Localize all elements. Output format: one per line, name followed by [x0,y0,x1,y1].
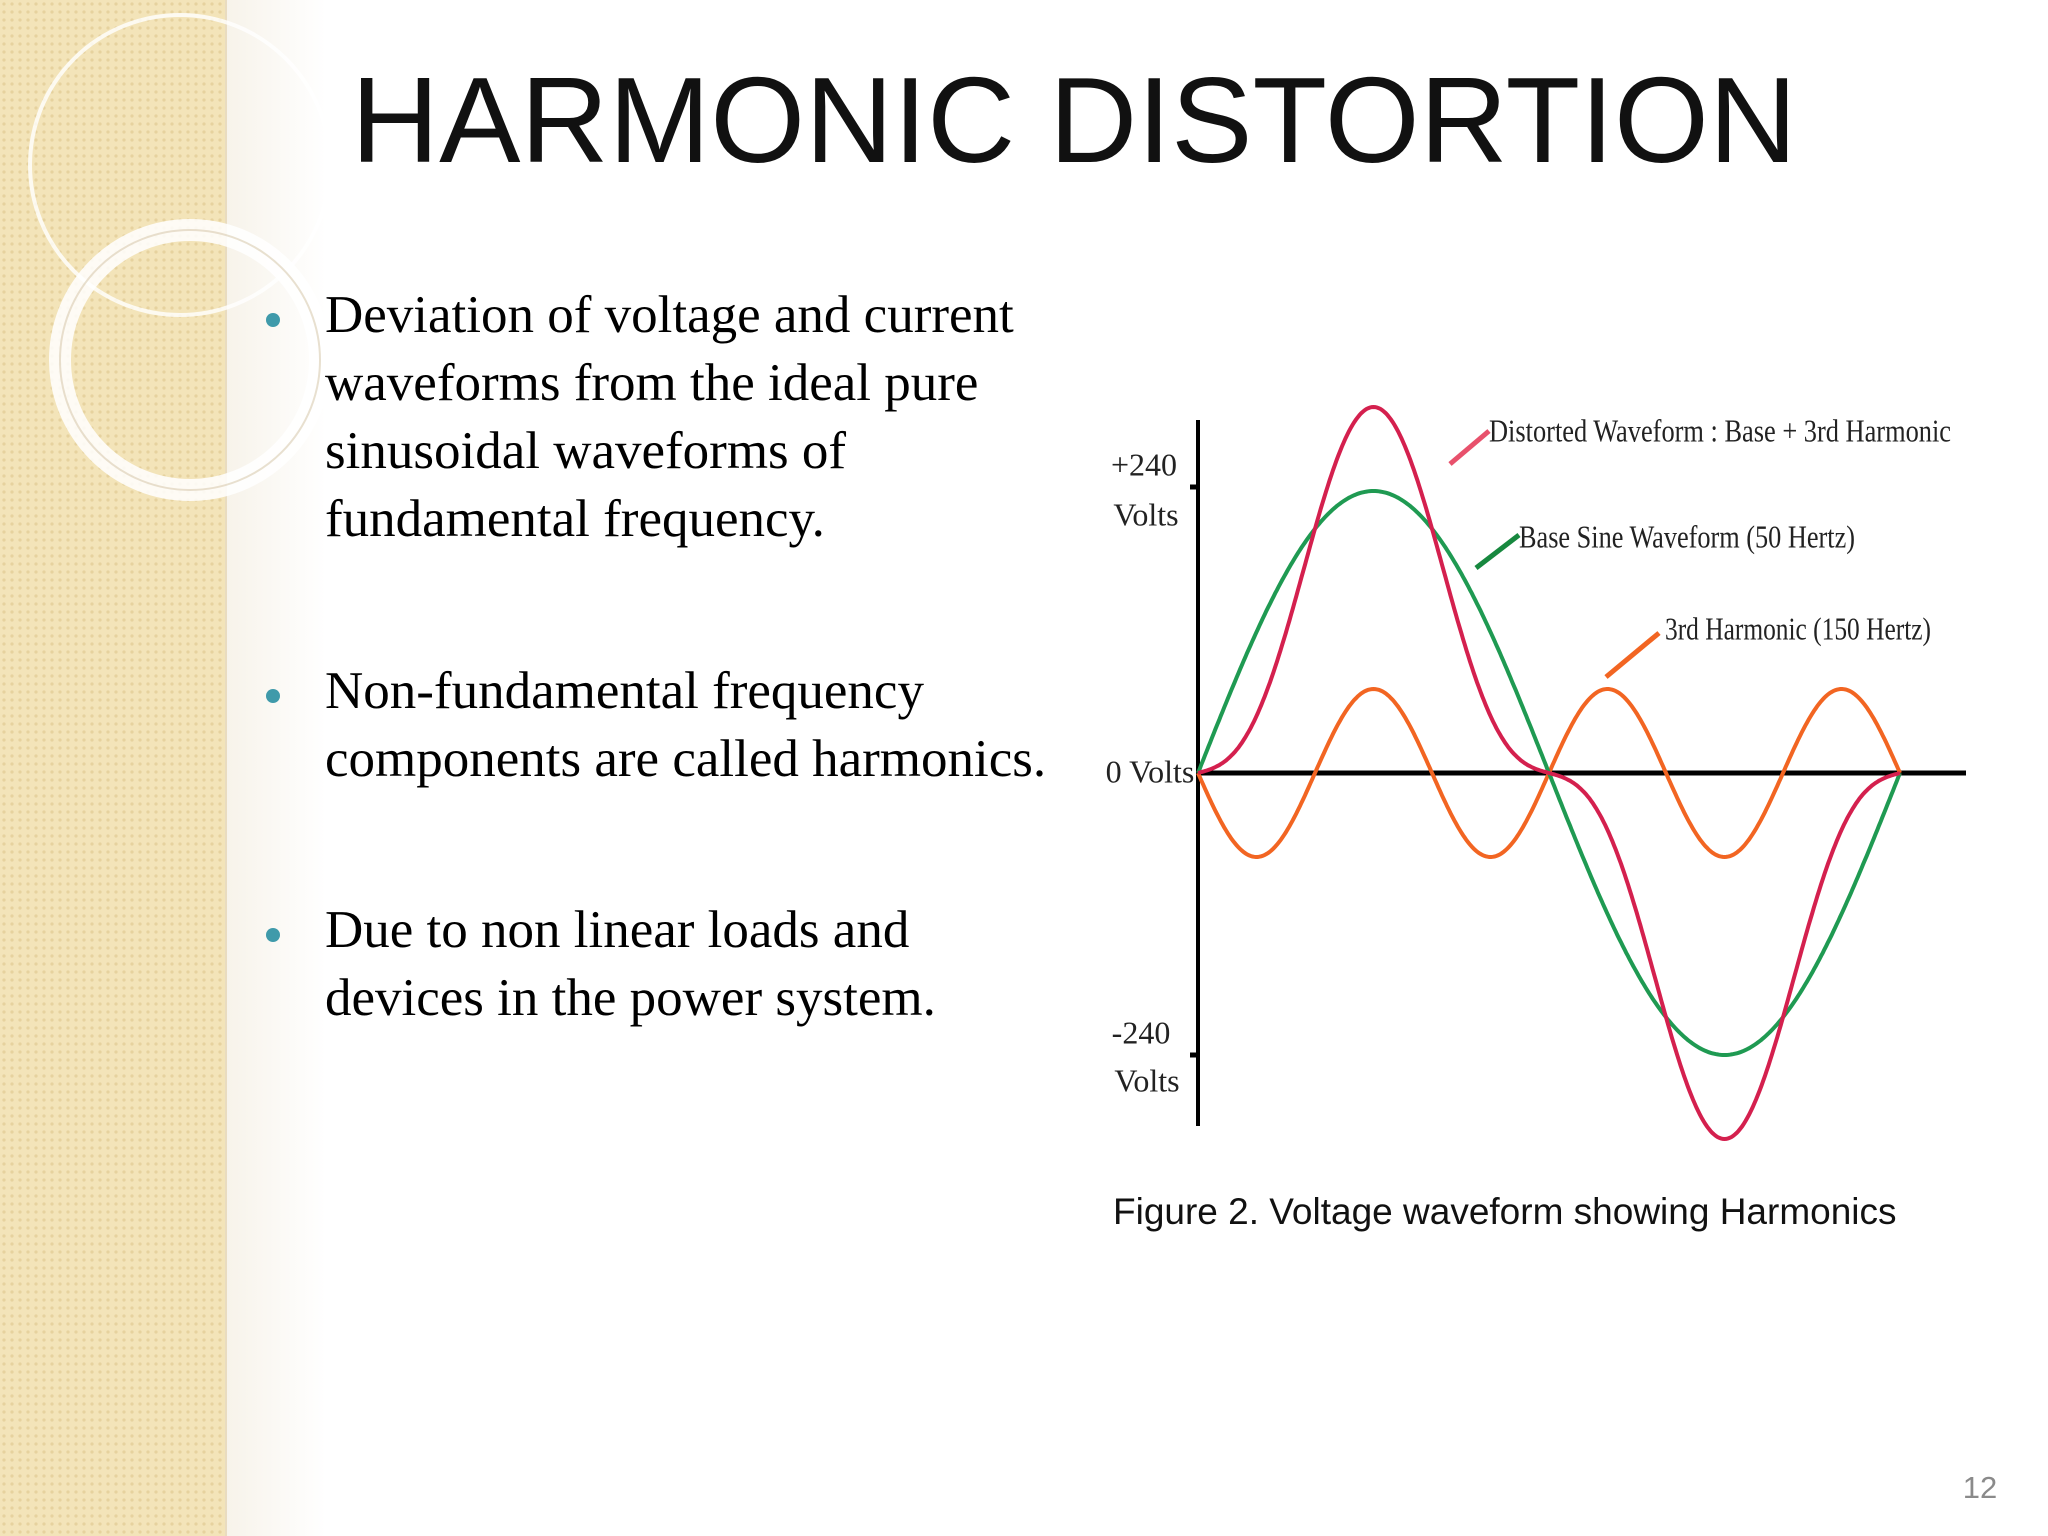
curve-label: 3rd Harmonic (150 Hertz) [1665,610,1931,646]
axis-label: Volts [1114,1062,1179,1098]
bullet-dot [266,928,280,942]
leader-line [1448,429,1491,466]
axis-label: -240 [1112,1014,1171,1050]
curve-label: Base Sine Waveform (50 Hertz) [1519,518,1855,554]
axis-label: Volts [1113,496,1178,532]
bullet-text: Non-fundamental frequency [325,662,924,720]
bullet-text: waveforms from the ideal pure [325,354,978,412]
bullet-text: devices in the power system. [325,969,936,1027]
bullet-dot [266,313,280,327]
bullet-text: components are called harmonics. [325,730,1046,788]
slide-title: HARMONIC DISTORTION [351,52,1797,188]
waveform-figure: +240 Volts 0 Volts -240 Volts Distorted … [1106,404,1966,1232]
bullet-text: Deviation of voltage and current [325,286,1014,344]
figure-caption: Figure 2. Voltage waveform showing Harmo… [1113,1191,1897,1232]
axis-label: +240 [1111,446,1177,482]
bullet-list: Deviation of voltage and current waveform… [266,286,1046,1027]
curve-label: Distorted Waveform : Base + 3rd Harmonic [1489,412,1951,448]
bullet-text: sinusoidal waveforms of [325,422,846,480]
bullet-text: fundamental frequency. [325,490,825,548]
leader-line [1604,631,1661,679]
deco-ring [28,13,332,317]
leader-line [1474,533,1521,570]
axis-label: 0 Volts [1106,753,1195,789]
bullet-text: Due to non linear loads and [325,901,909,959]
bullet-dot [266,689,280,703]
deco-ring [59,229,321,491]
distorted-curve [1197,404,1901,1142]
page-number: 12 [1963,1470,1997,1505]
